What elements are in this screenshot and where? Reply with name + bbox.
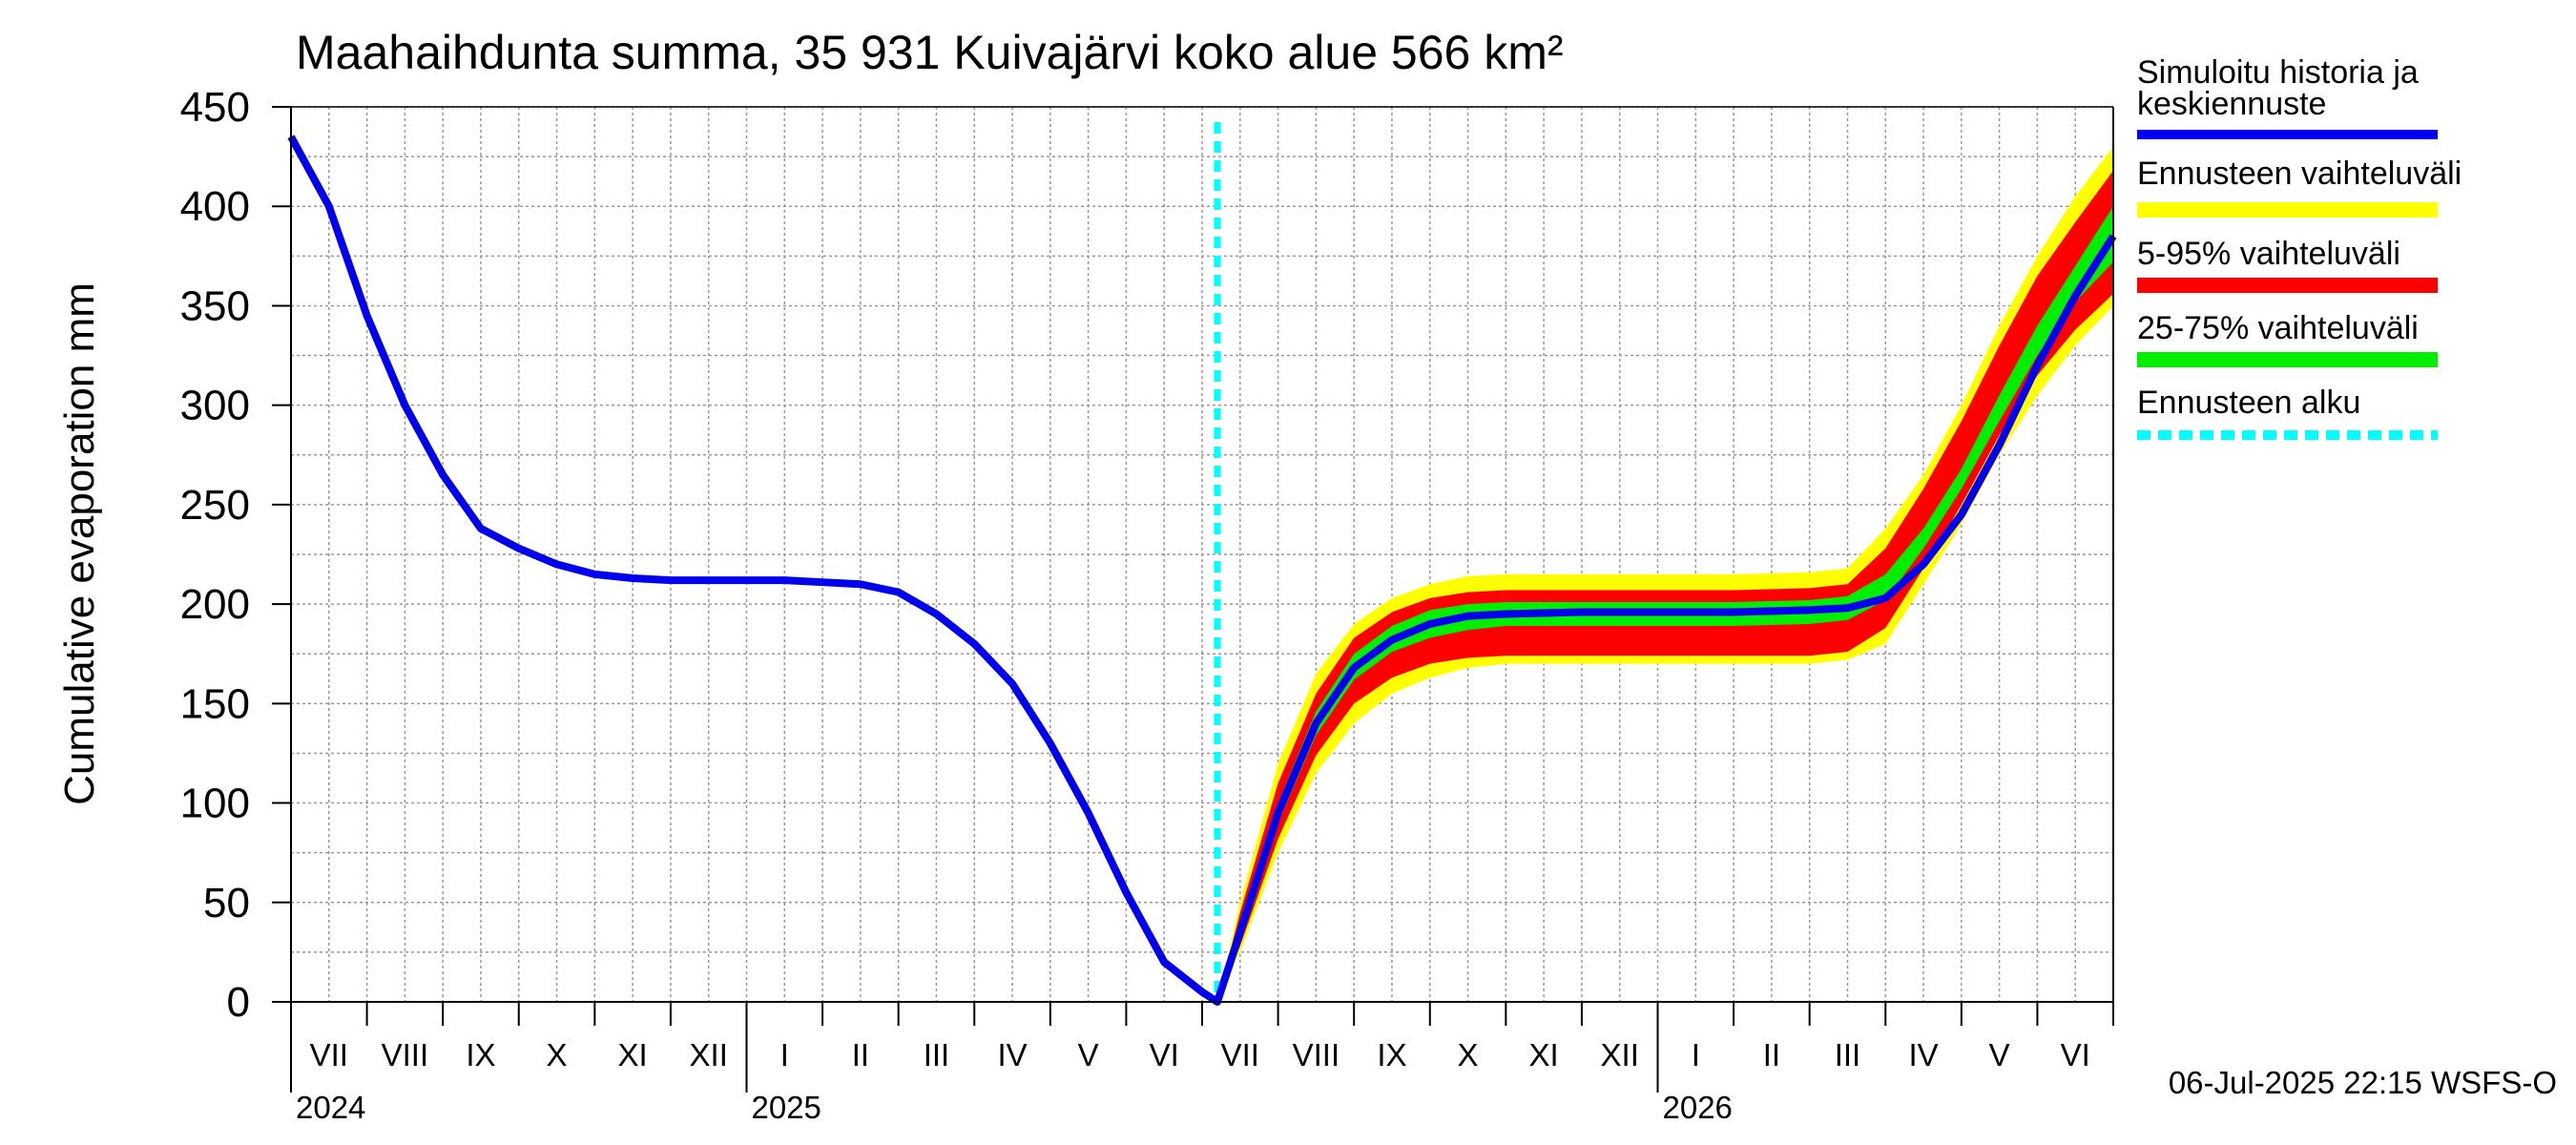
series-lines — [287, 122, 2117, 1006]
month-label: II — [852, 1037, 869, 1072]
y-tick-label: 0 — [227, 979, 250, 1026]
band-forecast-range — [1216, 146, 2113, 1002]
axes — [290, 106, 2114, 1093]
month-label: V — [1078, 1037, 1099, 1072]
y-tick-label: 350 — [180, 282, 250, 329]
legend-label-history-line1: Simuloitu historia ja — [2137, 54, 2419, 91]
timestamp: 06-Jul-2025 22:15 WSFS-O — [2169, 1065, 2557, 1100]
year-label: 2026 — [1663, 1090, 1733, 1125]
month-label: IX — [466, 1037, 495, 1072]
legend: Simuloitu historia ja keskiennuste Ennus… — [2137, 54, 2462, 440]
month-label: IV — [1908, 1037, 1938, 1072]
y-tick-label: 200 — [180, 581, 250, 628]
year-label: 2025 — [752, 1090, 821, 1125]
y-tick-label: 100 — [180, 781, 250, 827]
month-label: II — [1763, 1037, 1780, 1072]
month-label: XII — [690, 1037, 728, 1072]
month-label: I — [1692, 1037, 1700, 1072]
month-label: XII — [1601, 1037, 1639, 1072]
month-label: VIII — [382, 1037, 429, 1072]
chart-title: Maahaihdunta summa, 35 931 Kuivajärvi ko… — [296, 26, 1564, 79]
legend-label-25-75: 25-75% vaihteluväli — [2137, 310, 2419, 346]
y-tick-label: 150 — [180, 680, 250, 727]
year-label: 2024 — [296, 1090, 365, 1125]
forecast-bands — [1216, 146, 2113, 1003]
legend-label-history-line2: keskiennuste — [2137, 86, 2326, 122]
history-median-line — [287, 135, 2117, 1006]
y-tick-label: 300 — [180, 383, 250, 429]
month-label: XI — [1529, 1037, 1559, 1072]
legend-label-5-95: 5-95% vaihteluväli — [2137, 236, 2400, 272]
month-label: IX — [1377, 1037, 1406, 1072]
y-tick-label: 450 — [180, 84, 250, 131]
y-tick-label: 250 — [180, 482, 250, 529]
month-label: VIII — [1293, 1037, 1340, 1072]
month-label: V — [1989, 1037, 2010, 1072]
month-label: X — [547, 1037, 568, 1072]
legend-label-forecast-start: Ennusteen alku — [2137, 385, 2360, 421]
month-label: VII — [1221, 1037, 1259, 1072]
x-tick-labels: VII VIII IX X XI XII I II III IV V VI VII VIII IX X XI XI… — [296, 1037, 2090, 1125]
y-axis-label: Cumulative evaporation mm — [56, 282, 103, 805]
legend-label-range: Ennusteen vaihteluväli — [2137, 156, 2462, 192]
month-label: VI — [1150, 1037, 1179, 1072]
y-tick-label: 50 — [203, 880, 250, 926]
month-label: X — [1458, 1037, 1479, 1072]
band-25-75 — [1216, 206, 2113, 1002]
month-label: III — [924, 1037, 950, 1072]
y-tick-labels: 0 50 100 150 200 250 300 350 400 450 — [180, 84, 291, 1026]
month-label: IV — [997, 1037, 1027, 1072]
y-tick-label: 400 — [180, 183, 250, 230]
month-label: XI — [618, 1037, 648, 1072]
month-label: VII — [310, 1037, 348, 1072]
month-label: I — [780, 1037, 789, 1072]
month-label: VI — [2061, 1037, 2090, 1072]
month-label: III — [1835, 1037, 1861, 1072]
